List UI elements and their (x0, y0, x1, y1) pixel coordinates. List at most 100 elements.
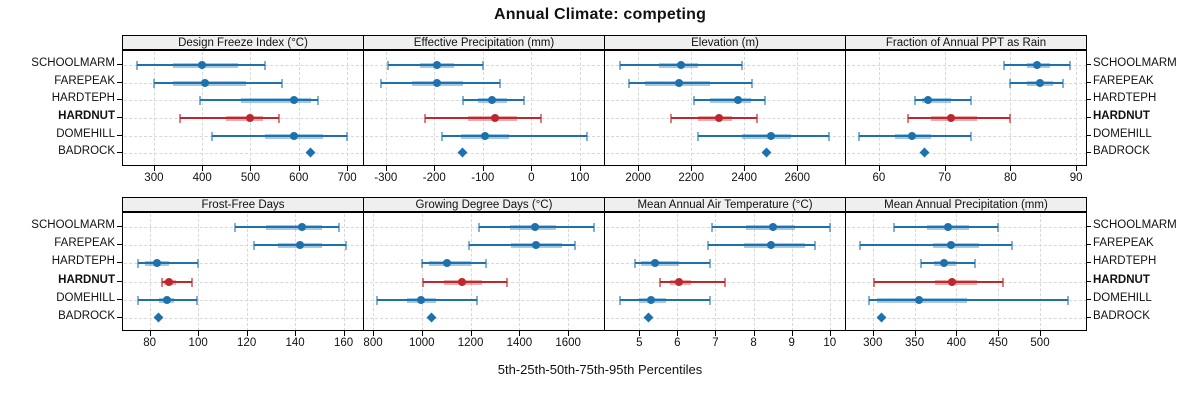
axis-tick-mark (1010, 166, 1012, 171)
site-label-left: FAREPEAK (54, 74, 115, 87)
gridline-horizontal (124, 245, 363, 247)
interquartile-band (226, 115, 263, 121)
percentile-range-line (234, 226, 339, 229)
gridline-vertical (470, 214, 472, 330)
median-dot (152, 259, 161, 268)
whisker-cap-low (618, 60, 621, 70)
axis-tick-label: 2400 (731, 172, 758, 184)
axis-tick-mark (956, 331, 958, 336)
whisker-cap-high (195, 295, 198, 305)
site-label-right: BADROCK (1093, 145, 1150, 158)
axis-tick-label: 400 (192, 172, 212, 184)
median-dot (458, 277, 467, 286)
whisker-cap-high (506, 277, 509, 287)
whisker-cap-low (423, 113, 426, 123)
axis-tick-mark (295, 331, 297, 336)
gridline-horizontal (606, 281, 845, 283)
site-label-left: HARDTEPH (51, 255, 115, 268)
panel-strip-title: Elevation (m) (604, 35, 846, 50)
axis-tick-mark (914, 331, 916, 336)
whisker-cap-low (420, 259, 423, 269)
axis-side-tick (117, 244, 122, 246)
axis-tick-mark (829, 331, 831, 336)
axis-tick-mark (421, 331, 423, 336)
whisker-cap-low (462, 96, 465, 106)
median-dot (443, 259, 452, 268)
axis-tick-label: 350 (904, 337, 925, 349)
gridline-vertical (347, 52, 349, 165)
panel (845, 212, 1087, 331)
axis-tick-label: 160 (334, 337, 354, 349)
interquartile-band (173, 80, 246, 86)
whisker-cap-low (920, 259, 923, 269)
interquartile-band (741, 133, 791, 139)
axis-tick-mark (434, 166, 436, 171)
axis-side-tick (1086, 280, 1091, 282)
whisker-cap-high (1061, 78, 1064, 88)
panel (122, 50, 364, 166)
median-dot (675, 78, 684, 87)
median-dot (646, 295, 655, 304)
axis-tick-mark (744, 166, 746, 171)
axis-tick-label: 1200 (457, 337, 484, 349)
percentile-range-line (697, 134, 830, 137)
gridline-vertical (797, 52, 799, 165)
axis-tick-label: 6 (674, 337, 681, 349)
whisker-cap-high (1011, 241, 1014, 251)
panel (845, 50, 1087, 166)
panel-strip-title: Effective Precipitation (mm) (363, 35, 605, 50)
gridline-horizontal (124, 153, 363, 155)
gridline-horizontal (847, 153, 1086, 155)
percentile-range-line (441, 134, 588, 137)
axis-side-tick (1086, 63, 1091, 65)
whisker-cap-high (969, 131, 972, 141)
whisker-cap-high (539, 113, 542, 123)
axis-side-tick (117, 63, 122, 65)
gridline-vertical (944, 52, 946, 165)
site-label-left: BADROCK (58, 309, 115, 322)
interquartile-band (641, 261, 680, 267)
axis-tick-label: 10 (823, 337, 837, 349)
axis-tick-mark (872, 331, 874, 336)
whisker-cap-low (627, 78, 630, 88)
axis-tick-mark (638, 166, 640, 171)
axis-tick-label: 0 (528, 172, 535, 184)
whisker-cap-high (1066, 295, 1069, 305)
gridline-vertical (579, 52, 581, 165)
whisker-cap-low (160, 277, 163, 287)
axis-tick-label: 400 (946, 337, 966, 349)
gridline-vertical (149, 214, 151, 330)
single-value-diamond (919, 147, 930, 158)
percentile-range-line (908, 116, 1011, 119)
gridline-vertical (715, 214, 717, 330)
whisker-cap-low (659, 277, 662, 287)
axis-tick-label: 5 (636, 337, 643, 349)
whisker-cap-low (198, 96, 201, 106)
gridline-horizontal (606, 263, 845, 265)
gridline-vertical (246, 214, 248, 330)
axis-side-tick (1086, 152, 1091, 154)
gridline-vertical (639, 214, 641, 330)
gridline-vertical (753, 214, 755, 330)
median-dot (676, 60, 685, 69)
median-dot (715, 113, 724, 122)
gridline-vertical (568, 214, 570, 330)
percentile-range-line (921, 262, 975, 265)
x-axis-label: 5th-25th-50th-75th-95th Percentiles (497, 362, 703, 377)
whisker-cap-low (696, 131, 699, 141)
median-dot (675, 277, 684, 286)
whisker-cap-high (740, 60, 743, 70)
site-label-right: SCHOOLMARM (1093, 219, 1177, 232)
median-dot (914, 295, 923, 304)
gridline-vertical (519, 214, 521, 330)
whisker-cap-low (379, 78, 382, 88)
panel-strip-title: Fraction of Annual PPT as Rain (845, 35, 1087, 50)
whisker-cap-low (179, 113, 182, 123)
median-dot (944, 223, 953, 232)
axis-side-tick (117, 116, 122, 118)
median-dot (947, 113, 956, 122)
panel-strip-title: Growing Degree Days (°C) (363, 197, 605, 212)
site-label-right: HARDNUT (1093, 109, 1150, 122)
axis-tick-mark (373, 331, 375, 336)
